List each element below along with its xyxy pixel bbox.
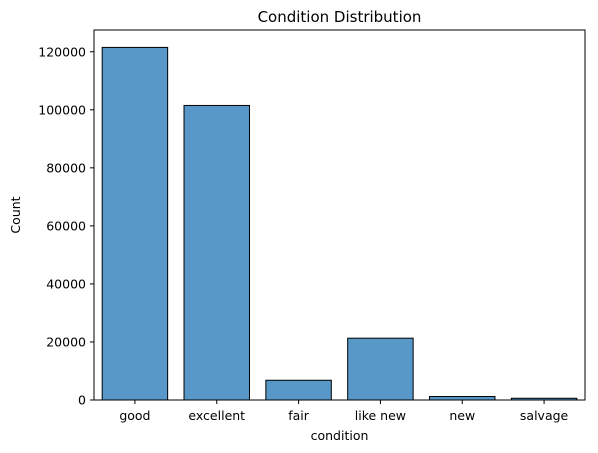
bar-fair [265, 379, 332, 401]
x-axis: good excellent fair like new new salvage [119, 400, 569, 423]
x-tick-label: good [119, 408, 150, 423]
y-tick-label: 60000 [46, 218, 86, 233]
x-tick-label: salvage [520, 408, 569, 423]
chart-title: Condition Distribution [258, 8, 422, 26]
y-tick-label: 40000 [46, 276, 86, 291]
y-axis: 0 20000 40000 60000 80000 100000 120000 [38, 44, 94, 408]
bars-layer [101, 46, 578, 401]
x-tick-label: new [449, 408, 475, 423]
bar-good [101, 46, 169, 401]
x-tick-label: excellent [188, 408, 245, 423]
x-axis-label: condition [311, 428, 369, 443]
y-tick-label: 0 [78, 393, 86, 408]
x-tick-label: fair [288, 408, 310, 423]
y-tick-label: 100000 [38, 102, 86, 117]
y-axis-label: Count [8, 196, 23, 233]
bar-new [429, 396, 496, 401]
bar-like-new [347, 337, 414, 401]
y-tick-label: 80000 [46, 160, 86, 175]
x-tick-label: like new [355, 408, 406, 423]
bar-excellent [183, 104, 250, 401]
y-tick-label: 120000 [38, 44, 86, 59]
y-tick-label: 20000 [46, 334, 86, 349]
plot-frame [93, 29, 586, 401]
